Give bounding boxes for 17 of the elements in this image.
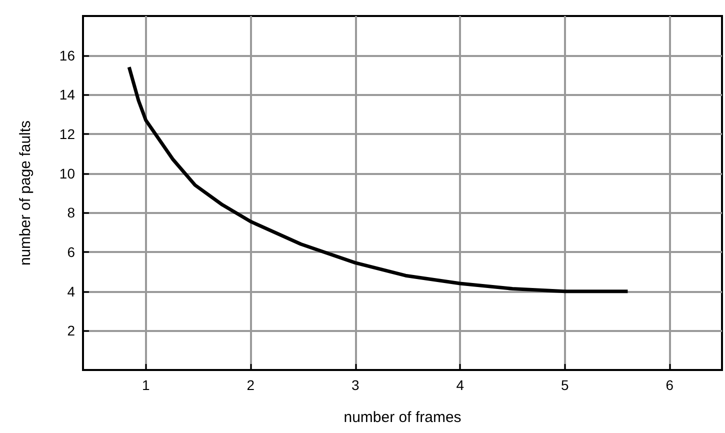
x-tick-label: 6 — [666, 377, 674, 393]
x-tick-label: 2 — [246, 377, 255, 393]
x-tick-label: 3 — [351, 377, 360, 393]
y-tick-label: 12 — [59, 126, 76, 142]
x-tick-label: 5 — [560, 377, 569, 393]
line-series — [127, 65, 630, 294]
y-tick-label: 2 — [67, 322, 76, 339]
y-tick-label: 4 — [67, 283, 76, 300]
y-tick-label: 10 — [59, 165, 76, 182]
x-axis-title: number of frames — [344, 409, 462, 426]
y-tick-label: 6 — [67, 244, 76, 260]
x-tick-label: 4 — [456, 377, 464, 393]
y-tick-label: 14 — [59, 86, 76, 103]
y-axis-title: number of page faults — [17, 120, 34, 266]
y-tick-label: 8 — [67, 204, 76, 221]
x-tick-label: 1 — [142, 377, 150, 393]
y-tick-label: 16 — [59, 47, 76, 64]
